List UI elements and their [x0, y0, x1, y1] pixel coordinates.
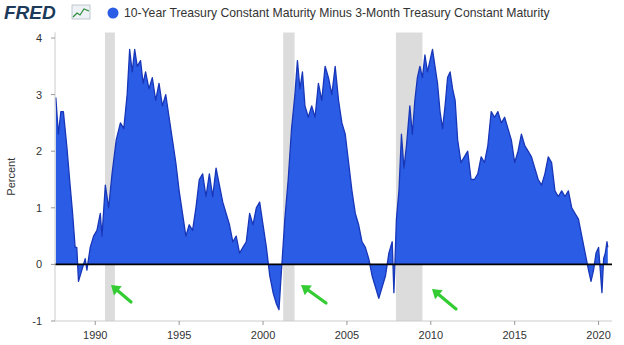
y-tick-label: -1 [32, 315, 42, 327]
zero-line [55, 264, 612, 266]
x-tick-label: 2015 [502, 329, 526, 341]
logo: FRED [4, 2, 56, 23]
annotation-arrow [432, 289, 456, 309]
x-tick-label: 1990 [83, 329, 107, 341]
arrow-shaft [118, 291, 131, 302]
y-tick-label: 1 [36, 202, 42, 214]
arrow-head [432, 289, 443, 299]
chart-svg: FRED 10-Year Treasury Constant Maturity M… [0, 0, 624, 345]
y-tick-label: 2 [36, 145, 42, 157]
legend-marker [108, 8, 119, 19]
y-tick-label: 3 [36, 89, 42, 101]
x-tick [346, 321, 347, 325]
logo-icon [72, 5, 90, 19]
annotation-arrow [301, 285, 326, 303]
x-tick-label: 1995 [167, 329, 191, 341]
arrow-shaft [308, 290, 326, 303]
data-group [56, 49, 608, 309]
x-tick [598, 321, 599, 325]
y-tick-label: 0 [36, 258, 42, 270]
x-tick-label: 2010 [419, 329, 443, 341]
y-tick-label: 4 [36, 32, 42, 44]
logo-icon-line [73, 9, 89, 17]
y-tick [51, 38, 55, 39]
y-tick [51, 94, 55, 95]
arrow-head [111, 285, 122, 295]
x-tick-label: 2020 [586, 329, 610, 341]
x-tick [95, 321, 96, 325]
x-axis-line [55, 321, 612, 322]
area-fill [56, 49, 608, 309]
x-tick-label: 2000 [251, 329, 275, 341]
y-tick [51, 207, 55, 208]
series-line [56, 49, 608, 309]
y-tick [51, 151, 55, 152]
x-tick [514, 321, 515, 325]
y-tick [51, 264, 55, 265]
x-tick [263, 321, 264, 325]
arrow-head [301, 285, 312, 295]
y-axis-label: Percent [5, 158, 17, 196]
annotation-arrow [111, 285, 131, 302]
arrow-shaft [439, 295, 456, 309]
x-tick [179, 321, 180, 325]
x-tick [430, 321, 431, 325]
y-tick [51, 321, 55, 322]
chart-container: FRED 10-Year Treasury Constant Maturity M… [0, 0, 624, 345]
legend-label: 10-Year Treasury Constant Maturity Minus… [124, 6, 551, 20]
y-axis-line [55, 32, 56, 321]
x-tick-label: 2005 [335, 329, 359, 341]
